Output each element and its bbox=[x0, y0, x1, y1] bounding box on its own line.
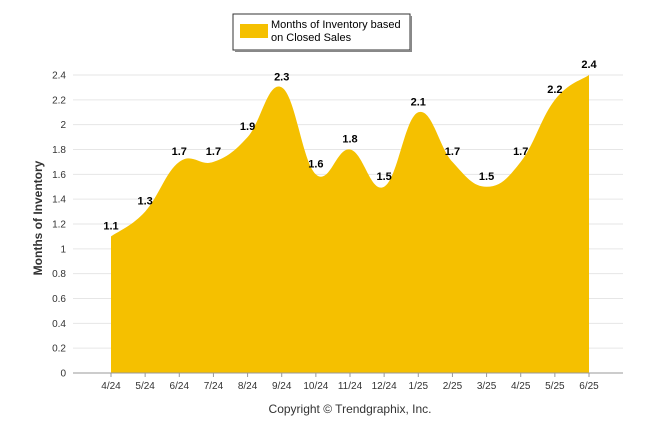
data-label: 1.7 bbox=[206, 146, 221, 158]
x-tick-label: 6/24 bbox=[170, 381, 190, 392]
x-tick-label: 1/25 bbox=[409, 381, 429, 392]
legend: Months of Inventory based on Closed Sale… bbox=[232, 13, 412, 52]
x-tick-label: 12/24 bbox=[372, 381, 397, 392]
y-tick-label: 1.6 bbox=[52, 170, 66, 181]
y-tick-label: 1.8 bbox=[52, 145, 66, 156]
data-label: 1.9 bbox=[240, 121, 255, 133]
data-label: 2.4 bbox=[581, 59, 597, 71]
x-tick-label: 9/24 bbox=[272, 381, 292, 392]
data-label: 1.7 bbox=[445, 146, 460, 158]
x-tick-label: 4/25 bbox=[511, 381, 531, 392]
x-tick-label: 11/24 bbox=[338, 381, 363, 392]
data-label: 1.8 bbox=[342, 134, 357, 146]
y-tick-label: 0.2 bbox=[52, 344, 66, 355]
x-tick-label: 7/24 bbox=[204, 381, 224, 392]
y-axis-title: Months of Inventory bbox=[31, 160, 45, 275]
data-label: 1.6 bbox=[308, 158, 323, 170]
data-label: 2.3 bbox=[274, 71, 289, 83]
data-label: 2.2 bbox=[547, 84, 562, 96]
y-tick-label: 2.2 bbox=[52, 95, 66, 106]
x-tick-label: 3/25 bbox=[477, 381, 497, 392]
data-label: 1.5 bbox=[479, 171, 494, 183]
legend-shadow-bottom bbox=[235, 50, 412, 52]
x-tick-label: 2/25 bbox=[443, 381, 463, 392]
x-tick-label: 10/24 bbox=[303, 381, 328, 392]
y-tick-label: 0.8 bbox=[52, 269, 66, 280]
y-tick-label: 1.4 bbox=[52, 195, 66, 206]
data-label: 1.3 bbox=[137, 196, 152, 208]
data-label: 2.1 bbox=[411, 96, 426, 108]
data-label: 1.7 bbox=[513, 146, 528, 158]
y-tick-label: 1 bbox=[60, 244, 66, 255]
y-axis-ticks: 0 0.2 0.4 0.6 0.8 1 1.2 1.4 1.6 1.8 2 2.2 2.4 bbox=[52, 71, 66, 380]
legend-label-line1: Months of Inventory based bbox=[271, 19, 401, 31]
data-label: 1.5 bbox=[376, 171, 391, 183]
copyright-footer: Copyright © Trendgraphix, Inc. bbox=[269, 402, 432, 416]
y-tick-label: 2.4 bbox=[52, 71, 66, 82]
y-tick-label: 0.4 bbox=[52, 319, 66, 330]
y-tick-label: 0.6 bbox=[52, 294, 66, 305]
x-tick-label: 4/24 bbox=[101, 381, 121, 392]
x-tick-label: 8/24 bbox=[238, 381, 258, 392]
data-labels: 1.1 1.3 1.7 1.7 1.9 2.3 1.6 1.8 1.5 2.1 1.7 1.5 1.7 2… bbox=[103, 59, 597, 232]
data-label: 1.1 bbox=[103, 220, 118, 232]
x-axis-ticks: 4/24 5/24 6/24 7/24 8/24 9/24 10/24 11/24 12/24 1… bbox=[101, 373, 599, 392]
legend-shadow-right bbox=[410, 16, 412, 52]
legend-label-line2: on Closed Sales bbox=[271, 32, 352, 44]
x-tick-label: 5/25 bbox=[545, 381, 565, 392]
legend-swatch bbox=[240, 24, 268, 38]
data-label: 1.7 bbox=[172, 146, 187, 158]
y-tick-label: 0 bbox=[60, 369, 66, 380]
x-tick-label: 6/25 bbox=[579, 381, 599, 392]
area-series-fill bbox=[111, 75, 589, 373]
y-tick-label: 1.2 bbox=[52, 220, 66, 231]
y-tick-label: 2 bbox=[60, 120, 66, 131]
x-tick-label: 5/24 bbox=[135, 381, 155, 392]
